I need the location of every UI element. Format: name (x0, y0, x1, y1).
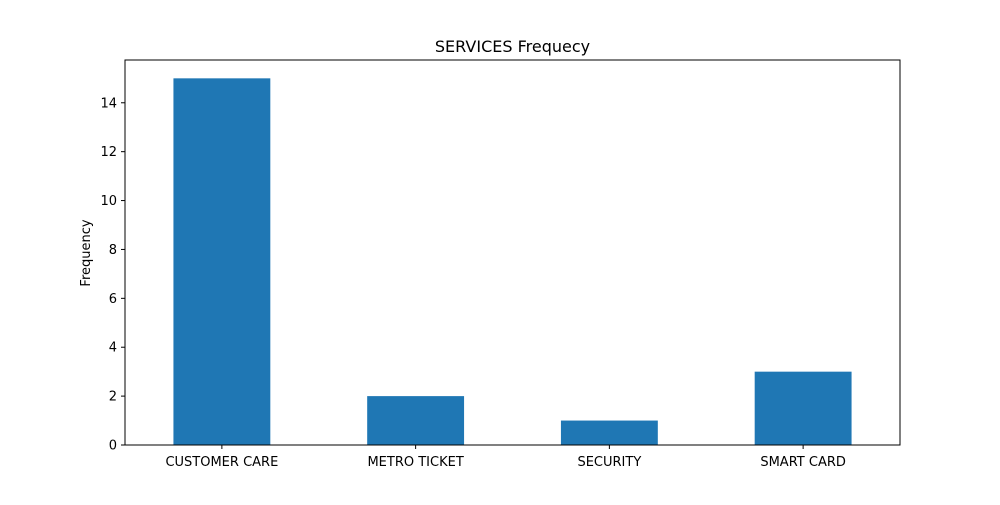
x-tick-label: SMART CARD (760, 455, 846, 470)
bar-customer-care (173, 78, 271, 445)
y-tick-label: 8 (109, 243, 117, 258)
x-tick-label: CUSTOMER CARE (165, 455, 278, 470)
y-tick-label: 12 (100, 145, 117, 160)
y-tick-label: 4 (109, 341, 117, 356)
y-ticks-group: 0 2 4 6 8 10 12 14 (100, 96, 125, 454)
bar-smart-card (754, 371, 852, 445)
y-tick-label: 10 (100, 194, 117, 209)
bar-metro-ticket (367, 396, 465, 445)
y-tick-label: 0 (109, 439, 117, 454)
x-ticks-group: CUSTOMER CARE METRO TICKET SECURITY SMART C… (165, 445, 846, 470)
y-tick-label: 6 (109, 292, 117, 307)
x-tick-label: METRO TICKET (367, 455, 463, 470)
bars-group (173, 78, 852, 445)
y-axis-label: Frequency (79, 219, 94, 286)
plot-frame (124, 59, 901, 446)
bar-security (560, 420, 658, 445)
x-tick-label: SECURITY (577, 455, 641, 470)
y-tick-label: 14 (100, 96, 117, 111)
chart-title: SERVICES Frequecy (435, 37, 590, 56)
y-tick-label: 2 (109, 390, 117, 405)
